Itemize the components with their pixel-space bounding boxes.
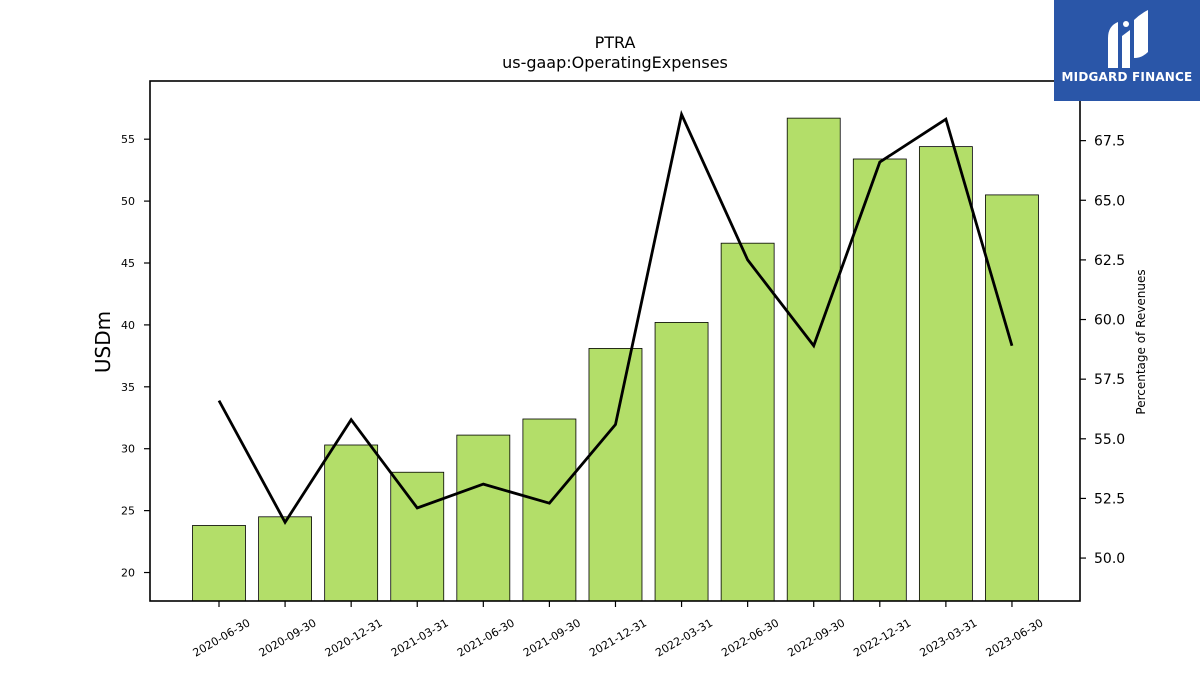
bar-2022-03-31 — [654, 322, 709, 602]
brand-logo: MIDGARD FINANCE — [1054, 0, 1200, 101]
bar-2021-09-30 — [522, 418, 577, 602]
y-tick-label-20: 20 — [121, 567, 135, 580]
x-tick-label-2020-06-30: 2020-06-30 — [191, 616, 253, 659]
x-tick-label-2023-03-31: 2023-03-31 — [918, 616, 980, 659]
x-tick-label-2022-06-30: 2022-06-30 — [719, 616, 781, 659]
y-tick-label-25: 25 — [121, 505, 135, 518]
x-tick-label-2023-06-30: 2023-06-30 — [984, 616, 1046, 659]
y-tick-label-50: 50 — [121, 195, 135, 208]
bar-2020-09-30 — [258, 516, 312, 602]
bars-layer — [192, 117, 1039, 602]
y-tick-label-55: 55 — [121, 133, 135, 146]
x-tick-label-2020-12-31: 2020-12-31 — [323, 616, 385, 659]
bar-2021-06-30 — [456, 434, 511, 602]
y-tick-label-35: 35 — [121, 381, 135, 394]
y-axis-label: USDm — [91, 311, 115, 373]
x-tick-label-2020-09-30: 2020-09-30 — [257, 616, 319, 659]
x-tick-label-2022-09-30: 2022-09-30 — [785, 616, 847, 659]
y2-tick-label-67.5: 67.5 — [1094, 134, 1125, 150]
bar-2022-12-31 — [852, 158, 907, 602]
y2-tick-label-50: 50.0 — [1094, 551, 1125, 567]
x-tick-label-2021-06-30: 2021-06-30 — [455, 616, 517, 659]
y2-axis-label: Percentage of Revenues — [1134, 269, 1148, 414]
y2-tick-label-52.5: 52.5 — [1094, 491, 1125, 507]
midgard-logo-icon — [1108, 10, 1148, 68]
bar-2020-12-31 — [324, 444, 379, 602]
x-tick-label-2021-09-30: 2021-09-30 — [521, 616, 583, 659]
chart-subtitle: us-gaap:OperatingExpenses — [502, 53, 728, 72]
chart-title: PTRA — [595, 33, 636, 52]
bar-2023-03-31 — [918, 146, 973, 602]
bar-2022-06-30 — [720, 242, 775, 602]
y-tick-label-45: 45 — [121, 257, 135, 270]
y2-tick-label-57.5: 57.5 — [1094, 372, 1125, 388]
brand-name: MIDGARD FINANCE — [1061, 70, 1193, 84]
y-tick-label-30: 30 — [121, 443, 135, 456]
x-tick-label-2021-03-31: 2021-03-31 — [389, 616, 451, 659]
x-tick-label-2021-12-31: 2021-12-31 — [587, 616, 649, 659]
bar-2022-09-30 — [786, 117, 841, 602]
y2-tick-label-60: 60.0 — [1094, 313, 1125, 329]
bar-2020-06-30 — [192, 525, 246, 602]
bar-2023-06-30 — [985, 194, 1039, 602]
y2-tick-label-62.5: 62.5 — [1094, 253, 1125, 269]
x-tick-label-2022-12-31: 2022-12-31 — [851, 616, 913, 659]
revenue-percentage-line — [217, 109, 1014, 526]
y2-tick-label-65: 65.0 — [1094, 193, 1125, 209]
y2-tick-label-55: 55.0 — [1094, 432, 1125, 448]
bar-2021-12-31 — [588, 348, 643, 602]
bar-2021-03-31 — [390, 471, 445, 602]
y-tick-label-40: 40 — [121, 319, 135, 332]
line-layer — [217, 109, 1014, 526]
x-tick-label-2022-03-31: 2022-03-31 — [653, 616, 715, 659]
